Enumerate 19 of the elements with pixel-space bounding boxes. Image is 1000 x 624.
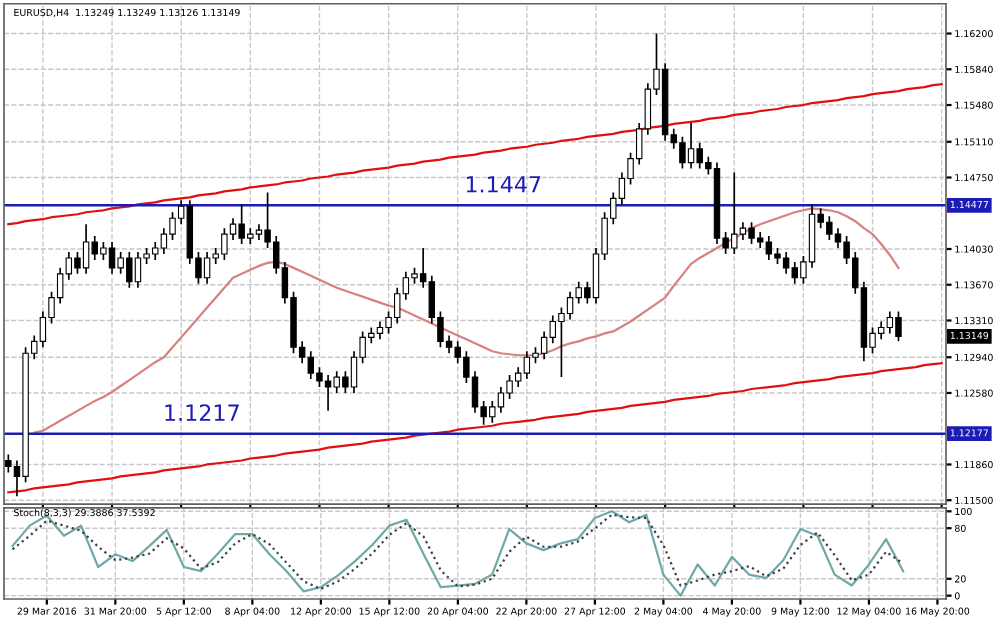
candlestick [82,223,90,275]
line-series [33,207,900,434]
line-series [7,362,943,494]
candlestick [886,310,894,335]
candlestick [523,350,531,380]
candlestick [497,386,505,414]
ref-line-label: 1.1217 [165,404,239,421]
candlestick [324,374,332,412]
candlestick [765,235,773,261]
candlestick [134,251,142,289]
candlestick [307,350,315,380]
candlestick [782,251,790,275]
ref-line-label: 1.1447 [466,176,541,193]
candlestick [687,122,695,170]
candlestick [108,241,116,275]
candlestick [566,290,574,321]
candlestick [169,211,176,241]
line-series [7,83,943,226]
candlestick [203,251,211,285]
